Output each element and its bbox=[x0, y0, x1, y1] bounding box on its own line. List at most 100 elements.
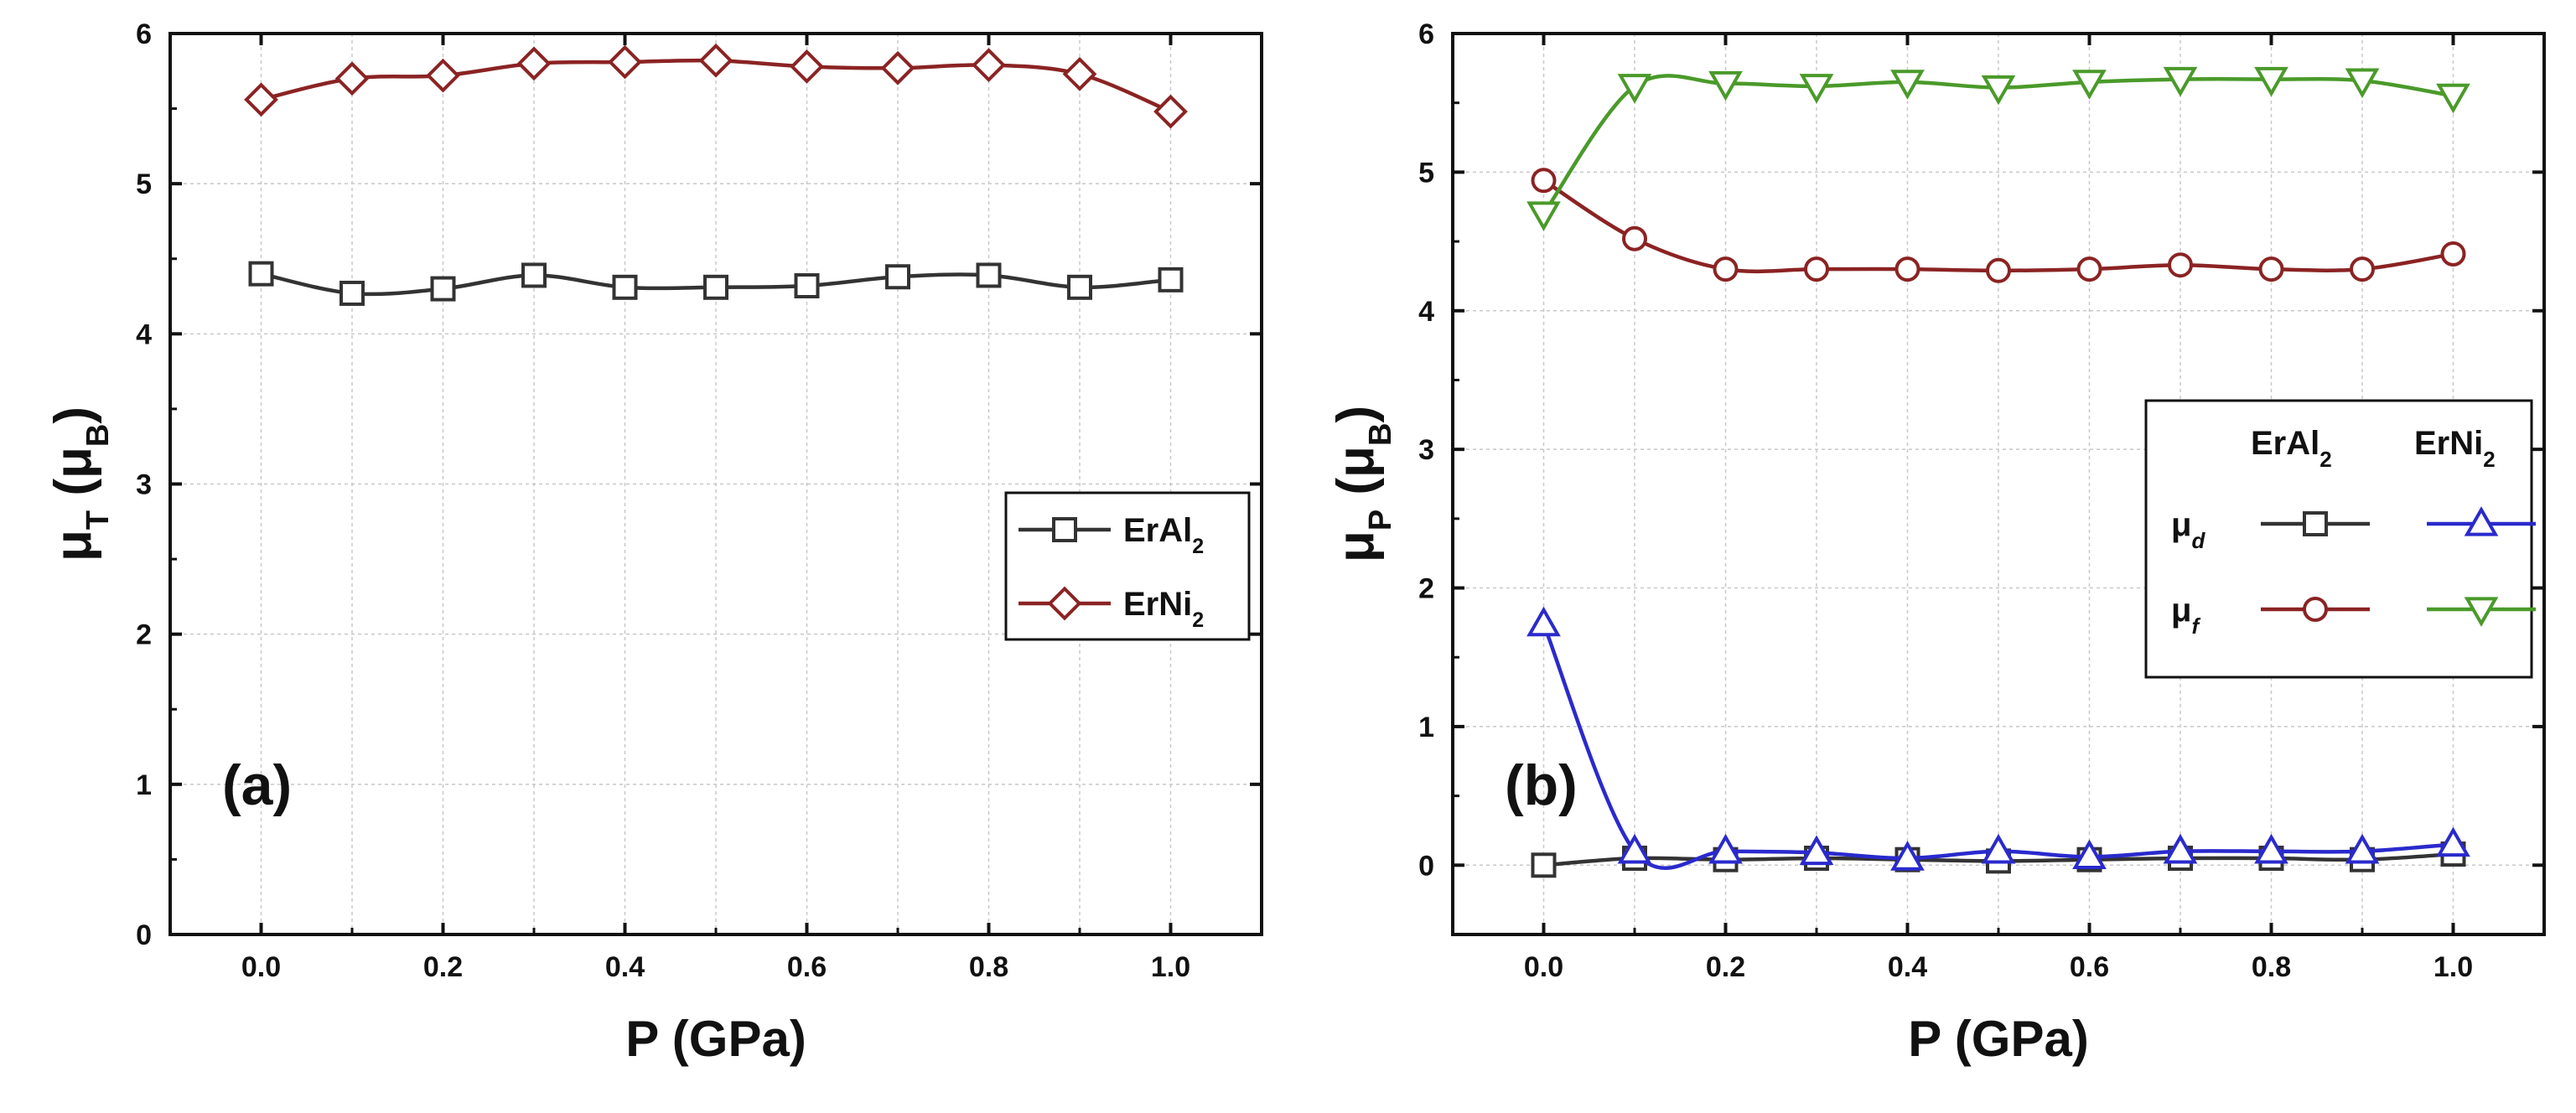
y-tick-label: 1 bbox=[1418, 712, 1434, 743]
data-point-1-10 bbox=[1153, 94, 1188, 129]
data-point-3-3 bbox=[1799, 74, 1834, 104]
y-title-unit: (μ bbox=[1327, 446, 1385, 510]
data-point-1-2 bbox=[426, 58, 460, 93]
legend-column-subscript: 2 bbox=[2483, 447, 2495, 472]
data-point-1-7 bbox=[880, 50, 915, 85]
data-point-0-7 bbox=[885, 264, 910, 290]
legend-marker-2 bbox=[2464, 506, 2499, 536]
data-point-1-10 bbox=[2440, 241, 2466, 267]
legend-marker-3 bbox=[2464, 597, 2499, 627]
legend-entry-1: ErNi2 bbox=[1123, 586, 1204, 632]
data-point-0-8 bbox=[976, 262, 1002, 288]
y-axis-title: μT (μB) bbox=[44, 406, 116, 562]
data-point-3-7 bbox=[2163, 66, 2198, 97]
legend-box bbox=[2144, 399, 2533, 679]
y-title-symbol: μ bbox=[1327, 531, 1385, 562]
x-tick-label: 0.4 bbox=[1888, 951, 1927, 983]
data-point-0-4 bbox=[612, 274, 638, 300]
data-point-2-7 bbox=[2163, 833, 2198, 864]
data-point-3-9 bbox=[2345, 68, 2380, 99]
legend-row-1: μf bbox=[2171, 592, 2200, 639]
data-point-1-4 bbox=[1894, 256, 1920, 282]
legend-column-subscript: 2 bbox=[2319, 447, 2331, 472]
data-point-0-5 bbox=[703, 274, 728, 300]
legend-column-label: ErNi bbox=[2414, 425, 2483, 462]
y-tick-label: 0 bbox=[1418, 850, 1434, 882]
data-point-0-0 bbox=[1531, 852, 1557, 878]
y-tick-label: 6 bbox=[136, 18, 152, 50]
x-axis-title: P (GPa) bbox=[625, 1011, 806, 1067]
data-point-3-4 bbox=[1890, 70, 1925, 100]
data-point-3-6 bbox=[2072, 70, 2107, 100]
data-point-2-10 bbox=[2436, 826, 2470, 857]
data-point-1-8 bbox=[972, 48, 1006, 83]
legend-label: ErNi bbox=[1123, 586, 1192, 623]
data-point-1-2 bbox=[1713, 256, 1739, 282]
legend-marker-0 bbox=[1052, 517, 1077, 542]
data-point-2-1 bbox=[1617, 833, 1652, 864]
legend-label: ErAl bbox=[1123, 512, 1192, 549]
panel-label: (b) bbox=[1505, 753, 1578, 817]
y-title-subscript: P bbox=[1363, 510, 1398, 531]
y-title-unit-subscript: B bbox=[80, 424, 116, 447]
data-point-0-9 bbox=[1067, 274, 1092, 300]
data-point-1-5 bbox=[698, 43, 733, 78]
y-title-unit-subscript: B bbox=[1363, 423, 1398, 446]
y-title-subscript: T bbox=[80, 510, 116, 530]
y-title-unit-close: ) bbox=[1327, 406, 1385, 423]
data-point-0-10 bbox=[1158, 267, 1184, 292]
legend-column-label: ErAl bbox=[2251, 425, 2319, 462]
data-point-3-1 bbox=[1617, 74, 1652, 104]
legend-marker-1 bbox=[1047, 586, 1082, 621]
data-point-2-5 bbox=[1981, 833, 2016, 864]
x-tick-label: 0.0 bbox=[1524, 951, 1563, 983]
series-line-2 bbox=[1542, 623, 2454, 870]
data-point-3-10 bbox=[2436, 83, 2470, 114]
legend-label-subscript: 2 bbox=[1192, 535, 1204, 558]
x-tick-label: 1.0 bbox=[2433, 951, 2473, 983]
data-point-3-8 bbox=[2254, 66, 2288, 97]
x-tick-label: 0.6 bbox=[787, 951, 827, 983]
data-point-2-3 bbox=[1799, 835, 1834, 866]
data-point-1-3 bbox=[1804, 256, 1829, 282]
legend-column-1: ErNi2 bbox=[2414, 425, 2496, 472]
data-point-1-9 bbox=[2350, 256, 2375, 282]
x-tick-label: 0.8 bbox=[969, 951, 1008, 983]
y-tick-label: 5 bbox=[136, 168, 152, 200]
data-point-0-1 bbox=[339, 280, 365, 306]
data-point-2-0 bbox=[1526, 606, 1561, 637]
data-point-2-6 bbox=[2072, 839, 2107, 870]
legend-row-symbol: μ bbox=[2171, 506, 2191, 543]
y-tick-label: 3 bbox=[136, 469, 152, 501]
data-point-1-7 bbox=[2168, 252, 2193, 278]
y-title-symbol: μ bbox=[44, 530, 102, 562]
y-tick-label: 0 bbox=[136, 919, 152, 951]
x-tick-label: 0.0 bbox=[241, 951, 281, 983]
x-axis-title: P (GPa) bbox=[1908, 1011, 2089, 1067]
y-axis-title: μP (μB) bbox=[1327, 406, 1398, 562]
data-point-1-8 bbox=[2258, 256, 2284, 282]
legend-marker-1 bbox=[2303, 597, 2328, 622]
y-tick-label: 2 bbox=[1418, 573, 1434, 605]
data-point-1-5 bbox=[1986, 257, 2011, 283]
y-tick-label: 6 bbox=[1418, 18, 1434, 50]
y-tick-label: 3 bbox=[1418, 434, 1434, 466]
x-tick-label: 0.6 bbox=[2070, 951, 2109, 983]
legend-marker-0 bbox=[2303, 511, 2328, 536]
x-tick-label: 0.2 bbox=[1706, 951, 1745, 983]
x-tick-label: 1.0 bbox=[1151, 951, 1190, 983]
y-tick-label: 1 bbox=[136, 769, 152, 801]
x-tick-label: 0.2 bbox=[423, 951, 463, 983]
y-tick-label: 4 bbox=[1418, 296, 1434, 328]
x-tick-label: 0.8 bbox=[2252, 951, 2291, 983]
data-point-1-4 bbox=[608, 44, 642, 80]
legend-row-subscript: f bbox=[2191, 613, 2200, 639]
data-point-3-2 bbox=[1708, 70, 1743, 101]
data-point-1-1 bbox=[334, 61, 370, 96]
y-title-unit: (μ bbox=[44, 447, 102, 510]
y-tick-label: 5 bbox=[1418, 157, 1434, 189]
data-point-1-0 bbox=[1531, 168, 1557, 194]
y-axis-title-text: μP (μB) bbox=[1327, 406, 1398, 562]
